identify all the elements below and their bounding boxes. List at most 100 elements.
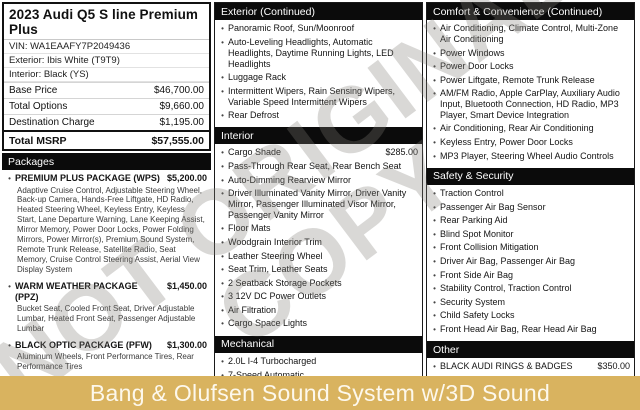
feature-item: • Luggage Rack — [217, 71, 418, 85]
bullet-icon: • — [221, 110, 224, 120]
banner-text: Bang & Olufsen Sound System w/3D Sound — [89, 379, 551, 406]
bullet-icon: • — [433, 75, 436, 85]
price-label: Total Options — [9, 101, 68, 112]
feature-item: • Rear Parking Aid — [429, 214, 630, 228]
feature-item: • Front Side Air Bag — [429, 268, 630, 282]
feature-text: Panoramic Roof, Sun/Moonroof — [228, 23, 355, 34]
feature-text: Driver Illuminated Vanity Mirror, Driver… — [228, 188, 407, 221]
section-items: • Air Conditioning, Climate Control, Mult… — [427, 20, 634, 166]
feature-text: Floor Mats — [228, 223, 271, 234]
feature-item: • Air Filtration — [217, 304, 418, 318]
bullet-icon: • — [433, 48, 436, 58]
feature-text: Security System — [440, 296, 506, 307]
bullet-icon: • — [221, 292, 224, 302]
feature-text: 3 12V DC Power Outlets — [228, 291, 327, 302]
feature-item: • 3 12V DC Power Outlets — [217, 290, 418, 304]
package-price: $1,450.00 — [166, 280, 207, 291]
price-row-options: Total Options $9,660.00 — [4, 98, 209, 114]
bullet-icon: • — [433, 311, 436, 321]
package-item: • BLACK OPTIC PACKAGE (PFW) $1,300.00 — [4, 339, 207, 353]
section-items: • Cargo Shade $285.00 • Pass-Through Rear Se… — [215, 144, 422, 333]
section-header: Packages — [2, 153, 211, 170]
feature-item: • Seat Trim, Leather Seats — [217, 263, 418, 277]
feature-item: • Security System — [429, 295, 630, 309]
bullet-icon: • — [433, 89, 436, 99]
feature-text: Air Conditioning, Climate Control, Multi… — [440, 23, 619, 45]
feature-item: • Keyless Entry, Power Door Locks — [429, 136, 630, 150]
feature-text: Front Collision Mitigation — [440, 242, 539, 253]
bullet-icon: • — [221, 305, 224, 315]
feature-item: • Passenger Air Bag Sensor — [429, 201, 630, 215]
bullet-icon: • — [433, 297, 436, 307]
section-header: Mechanical — [215, 335, 422, 353]
feature-text: Driver Air Bag, Passenger Air Bag — [440, 255, 576, 266]
bullet-icon: • — [221, 86, 224, 96]
feature-text: Pass-Through Rear Seat, Rear Bench Seat — [228, 161, 402, 172]
feature-text: Rear Defrost — [228, 109, 280, 120]
package-item: • PREMIUM PLUS PACKAGE (WPS) $5,200.00 — [4, 172, 207, 186]
package-description: Bucket Seat, Cooled Front Seat, Driver A… — [17, 304, 196, 333]
feature-item: • Floor Mats — [217, 222, 418, 236]
bullet-icon: • — [8, 340, 11, 350]
package-name: PREMIUM PLUS PACKAGE (WPS) — [15, 173, 160, 184]
package-name: BLACK OPTIC PACKAGE (PFW) — [15, 339, 152, 350]
bullet-icon: • — [221, 148, 224, 158]
feature-item: • Rear Defrost — [217, 109, 418, 123]
column-middle: Exterior (Continued) • Panoramic Roof, Sun… — [214, 2, 423, 410]
feature-text: Air Conditioning, Rear Air Conditioning — [440, 123, 594, 134]
feature-item: • Power Door Locks — [429, 60, 630, 74]
feature-item: • Cargo Space Lights — [217, 317, 418, 331]
package-description: Aluminum Wheels, Front Performance Tires… — [17, 352, 194, 372]
feature-item: • Air Conditioning, Rear Air Conditioning — [429, 122, 630, 136]
price-label: Destination Charge — [9, 117, 95, 128]
bullet-icon: • — [433, 324, 436, 334]
package-price: $1,300.00 — [166, 339, 207, 350]
feature-item: • Pass-Through Rear Seat, Rear Bench Seat — [217, 160, 418, 174]
total-msrp-row: Total MSRP $57,555.00 — [4, 130, 209, 149]
feature-item: • AM/FM Radio, Apple CarPlay, Auxiliary A… — [429, 87, 630, 122]
bullet-icon: • — [221, 189, 224, 199]
feature-text: BLACK AUDI RINGS & BADGES — [440, 361, 573, 372]
feature-item: • Traction Control — [429, 187, 630, 201]
bullet-icon: • — [433, 284, 436, 294]
feature-text: Cargo Space Lights — [228, 318, 308, 329]
section-items: • Panoramic Roof, Sun/Moonroof • Auto-Level… — [215, 20, 422, 125]
price-row-destination: Destination Charge $1,195.00 — [4, 114, 209, 130]
bullet-icon: • — [433, 62, 436, 72]
column-left: 2023 Audi Q5 S line Premium Plus VIN: WA… — [2, 2, 211, 410]
feature-text: Leather Steering Wheel — [228, 250, 323, 261]
feature-item: • Power Liftgate, Remote Trunk Release — [429, 73, 630, 87]
bullet-icon: • — [221, 265, 224, 275]
total-label: Total MSRP — [9, 134, 67, 147]
bullet-icon: • — [221, 278, 224, 288]
bullet-icon: • — [433, 124, 436, 134]
feature-item: • Auto-Leveling Headlights, Automatic Hea… — [217, 36, 418, 71]
section-items: • Traction Control • Passenger Air Bag Sens… — [427, 185, 634, 339]
vehicle-interior-color: Interior: Black (YS) — [4, 68, 209, 82]
feature-text: Cargo Shade — [228, 147, 282, 158]
feature-item: • Blind Spot Monitor — [429, 228, 630, 242]
bullet-icon: • — [433, 216, 436, 226]
package-description: Adaptive Cruise Control, Adjustable Stee… — [17, 185, 205, 274]
feature-text: Power Door Locks — [440, 61, 514, 72]
bullet-icon: • — [8, 174, 11, 184]
feature-item: • Cargo Shade $285.00 — [217, 146, 418, 160]
feature-item: • Driver Air Bag, Passenger Air Bag — [429, 255, 630, 269]
feature-item: • Intermittent Wipers, Rain Sensing Wiper… — [217, 84, 418, 108]
feature-text: Blind Spot Monitor — [440, 228, 514, 239]
feature-text: AM/FM Radio, Apple CarPlay, Auxiliary Au… — [440, 88, 620, 121]
bullet-icon: • — [221, 224, 224, 234]
feature-price: $350.00 — [597, 361, 630, 372]
bullet-icon: • — [221, 162, 224, 172]
section-items: • PREMIUM PLUS PACKAGE (WPS) $5,200.00 Adap… — [2, 170, 211, 410]
feature-item: • Child Safety Locks — [429, 309, 630, 323]
section-header: Interior — [215, 127, 422, 145]
package-price: $5,200.00 — [166, 173, 207, 184]
bullet-icon: • — [433, 189, 436, 199]
bullet-icon: • — [221, 24, 224, 34]
feature-text: Child Safety Locks — [440, 310, 515, 321]
bullet-icon: • — [221, 238, 224, 247]
feature-item: • Front Head Air Bag, Rear Head Air Bag — [429, 323, 630, 337]
